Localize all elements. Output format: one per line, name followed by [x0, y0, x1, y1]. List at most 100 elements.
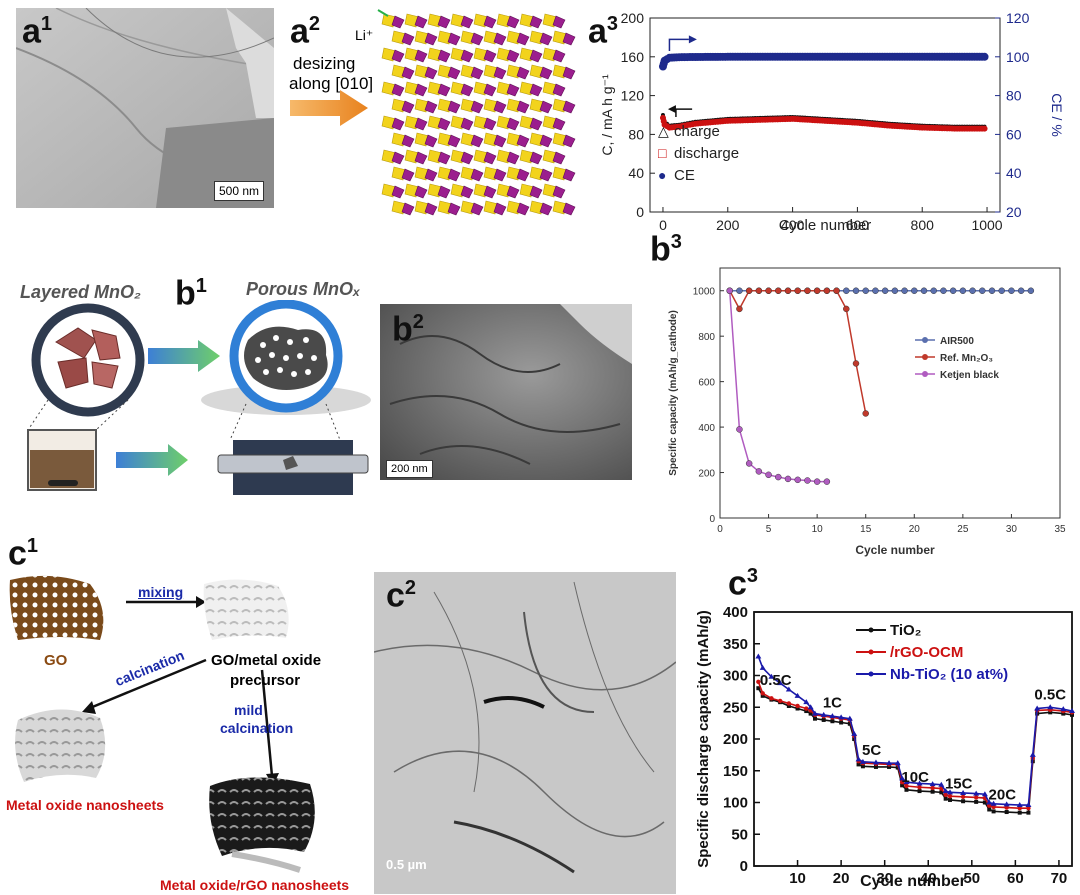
crystal-purple-polyhedron: [460, 49, 474, 63]
a3-y2-tick-label: 20: [1006, 204, 1022, 220]
b3-data-point: [726, 287, 733, 294]
c3-rate-label: 0.5C: [760, 672, 792, 689]
c3-legend-label: Nb-TiO₂ (10 at%): [890, 666, 1008, 683]
crystal-purple-polyhedron: [470, 202, 484, 216]
crystal-purple-polyhedron: [493, 134, 507, 148]
c3-data-point: [1004, 805, 1009, 810]
crystal-purple-polyhedron: [401, 134, 415, 148]
c3-data-point: [829, 713, 836, 719]
crystal-purple-polyhedron: [506, 117, 520, 131]
crystal-purple-polyhedron: [414, 15, 428, 29]
c3-data-point: [986, 799, 993, 805]
c3-data-point: [1029, 751, 1036, 757]
c3-data-point: [1061, 711, 1066, 716]
a3-y2-axis-label: CE / %: [1049, 93, 1065, 137]
crystal-purple-polyhedron: [470, 100, 484, 114]
a2-li-ion-label: Li⁺: [355, 27, 374, 43]
b3-y-tick-label: 200: [698, 469, 715, 480]
c3-data-point: [899, 775, 906, 781]
c3-data-point: [777, 680, 784, 686]
b3-x-tick-label: 20: [909, 524, 921, 535]
c3-data-point: [756, 686, 761, 691]
a3-y-tick-label: 160: [621, 49, 645, 65]
c3-x-tick-label: 10: [789, 870, 806, 887]
b3-y-tick-label: 600: [698, 378, 715, 389]
c3-data-point: [804, 709, 809, 714]
c3-data-point: [856, 762, 861, 767]
c3-data-point: [851, 730, 858, 736]
crystal-purple-polyhedron: [562, 134, 576, 148]
b3-x-tick-label: 35: [1054, 524, 1066, 535]
crystal-purple-polyhedron: [447, 168, 461, 182]
b3-data-point: [891, 287, 899, 294]
crystal-purple-polyhedron: [552, 185, 566, 199]
crystal-purple-polyhedron: [506, 185, 520, 199]
c3-data-point: [973, 795, 979, 800]
c3-legend-marker: [868, 649, 874, 655]
c3-rate-label: 1C: [823, 694, 842, 711]
c3-data-point: [794, 692, 801, 698]
b3-plot-frame: [719, 267, 1061, 519]
a3-legend-label: CE: [674, 167, 695, 184]
c3-data-point: [1016, 802, 1023, 808]
a3-y-tick-label: 120: [621, 88, 645, 104]
b3-data-point: [843, 287, 850, 294]
a3-y2-tick-label: 40: [1006, 165, 1022, 181]
c3-data-point: [991, 809, 996, 814]
c1-mild-line1: mild: [234, 702, 263, 718]
c3-data-point: [947, 789, 954, 795]
crystal-purple-polyhedron: [552, 49, 566, 63]
a2-arrow-text-line1: desizing: [293, 54, 356, 73]
b3-data-point: [901, 287, 908, 294]
crystal-purple-polyhedron: [424, 134, 438, 148]
c3-data-point: [987, 807, 992, 812]
b3-data-point: [736, 305, 743, 313]
crystal-purple-polyhedron: [447, 32, 461, 46]
b3-data-point: [930, 287, 937, 294]
crystal-purple-polyhedron: [414, 83, 428, 97]
crystal-purple-polyhedron: [539, 168, 553, 182]
crystal-purple-polyhedron: [470, 32, 484, 46]
b3-data-point: [745, 287, 753, 294]
b3-data-point: [813, 287, 821, 294]
b3-legend-marker: [922, 337, 928, 343]
c3-data-point: [847, 721, 852, 726]
crystal-purple-polyhedron: [401, 100, 415, 114]
crystal-purple-polyhedron: [401, 202, 415, 216]
a1-scale-bar: 500 nm: [214, 181, 265, 201]
crystal-purple-polyhedron: [562, 168, 576, 182]
b3-data-point: [852, 287, 860, 294]
crystal-purple-polyhedron: [447, 100, 461, 114]
crystal-purple-polyhedron: [391, 49, 405, 63]
c1-out2-label: Metal oxide/rGO nanosheets: [160, 877, 350, 893]
b3-data-point: [784, 475, 792, 483]
c3-data-point: [948, 797, 953, 802]
crystal-purple-polyhedron: [447, 134, 461, 148]
a2-crystal-structure: [377, 9, 576, 216]
b3-data-point: [736, 287, 743, 294]
crystal-purple-polyhedron: [470, 168, 484, 182]
crystal-purple-polyhedron: [516, 32, 530, 46]
c3-data-point: [860, 764, 865, 769]
crystal-purple-polyhedron: [460, 15, 474, 29]
c3-y-axis-label: Specific discharge capacity (mAh/g): [695, 610, 712, 868]
c3-data-point: [929, 781, 936, 787]
crystal-purple-polyhedron: [437, 15, 451, 29]
c3-data-point: [990, 800, 997, 806]
b3-x-tick-label: 5: [766, 524, 772, 535]
b3-legend-marker: [922, 371, 928, 377]
c3-data-point: [786, 701, 792, 706]
c3-data-point: [982, 800, 987, 805]
b3-legend-label: Ref. Mn₂O₃: [940, 353, 993, 364]
b3-data-point: [755, 468, 763, 475]
b3-x-tick-label: 10: [812, 524, 824, 535]
crystal-purple-polyhedron: [470, 134, 484, 148]
c1-mild-line2: calcination: [220, 720, 294, 736]
crystal-purple-polyhedron: [483, 83, 497, 97]
c3-rate-label: 5C: [862, 742, 881, 759]
c1-panel-label: c1: [8, 534, 39, 573]
crystal-purple-polyhedron: [424, 168, 438, 182]
b3-panel-label: b3: [650, 230, 682, 269]
c3-y-tick-label: 300: [723, 668, 748, 685]
crystal-purple-polyhedron: [437, 151, 451, 165]
